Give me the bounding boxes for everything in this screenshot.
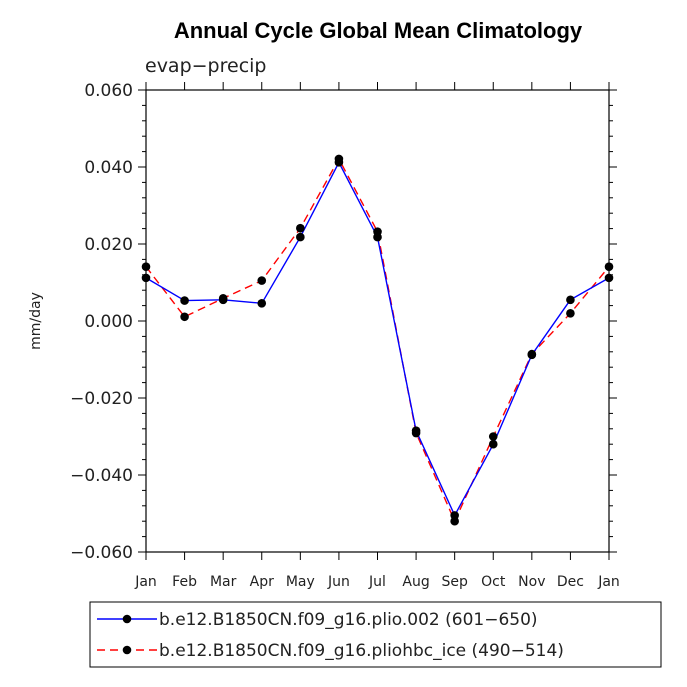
y-tick-label: 0.020 [84,235,133,255]
series-line-1 [145,160,610,517]
series-1-point [373,232,382,242]
x-tick-label: Jan [597,574,620,590]
x-tick-label: May [286,574,315,590]
series-1-point [604,273,614,283]
y-tick-label: 0.040 [84,158,133,178]
chart-subtitle: evap−precip [145,55,267,77]
series-1-point [218,295,228,305]
series-1-point [527,350,537,360]
x-tick-label: Oct [481,574,506,590]
plot-frame [145,89,610,553]
series-1-point [257,298,267,308]
y-axis-label: mm/day [28,292,44,350]
legend-label-1: b.e12.B1850CN.f09_g16.plio.002 (601−650) [159,610,538,630]
x-tick-label: Mar [210,574,237,590]
series-layer [141,154,614,526]
legend-box [89,601,662,668]
x-tick-label: Jan [134,574,157,590]
series-1-point [411,426,421,436]
series-2-point [488,432,498,441]
x-tick-label: Jun [327,574,350,590]
series-1-point [566,295,575,305]
y-tick-label: 0.060 [84,81,133,101]
series-1-point [488,439,498,449]
series-2-point [296,223,305,233]
series-2-point [604,262,614,272]
x-tick-label: Dec [557,574,584,590]
legend-label-2: b.e12.B1850CN.f09_g16.pliohbc_ice (490−5… [159,641,564,661]
y-tick-label: −0.020 [70,389,133,409]
series-2-point [566,309,575,318]
legend-marker-1 [122,614,132,624]
series-1-point [141,273,151,283]
y-tick-label: −0.060 [70,543,133,563]
x-tick-label: Apr [250,574,274,590]
series-2-point [141,262,151,272]
x-tick-label: Aug [402,574,429,590]
y-tick-label: −0.040 [70,466,133,486]
x-tick-label: Jul [368,574,386,590]
series-2-point [257,276,267,285]
legend-marker-2 [122,645,132,655]
x-tick-label: Sep [441,574,468,590]
y-tick-label: 0.000 [84,312,133,332]
series-1-point [334,158,344,167]
x-tick-label: Nov [518,574,545,590]
x-tick-label: Feb [172,574,197,590]
chart-title: Annual Cycle Global Mean Climatology [174,18,583,43]
series-1-point [180,296,189,305]
legend: b.e12.B1850CN.f09_g16.plio.002 (601−650)… [89,601,662,668]
series-1-point [296,232,305,242]
plot-axes: 0.0600.0400.0200.000−0.020−0.040−0.060Ja… [70,81,620,590]
series-2-point [180,312,189,322]
series-line-2 [145,157,610,523]
series-1-point [450,511,459,520]
